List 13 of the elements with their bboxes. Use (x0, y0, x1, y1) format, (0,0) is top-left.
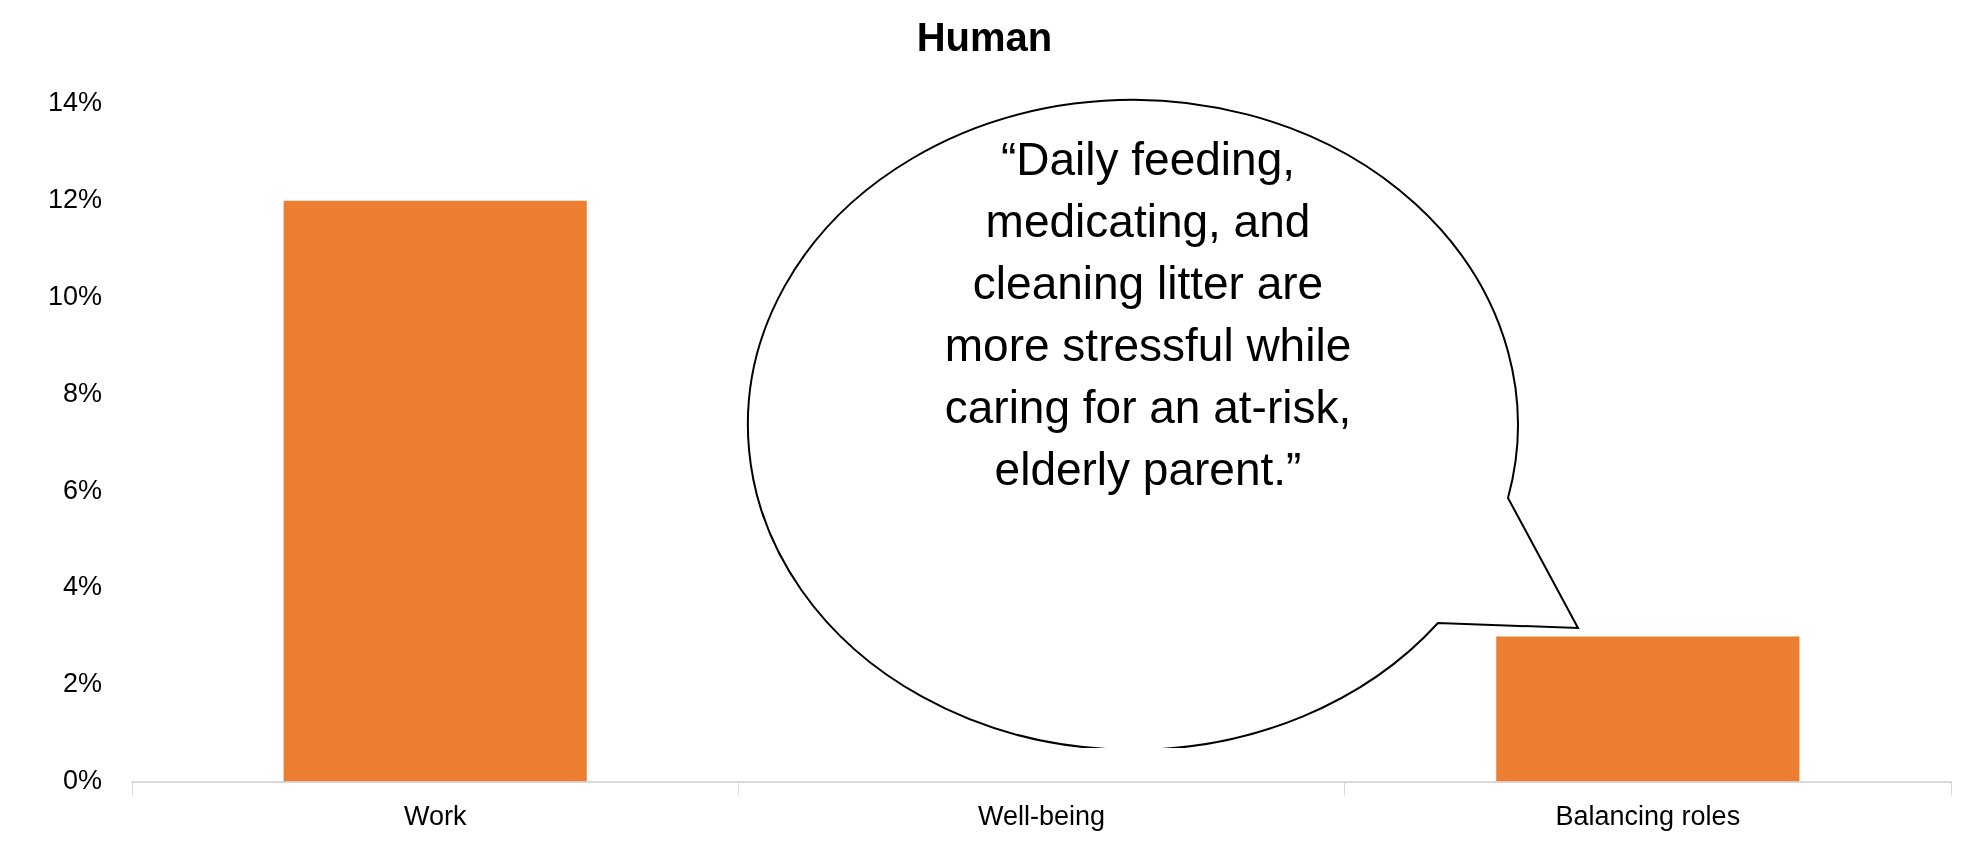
y-tick-label: 14% (47, 87, 103, 118)
y-tick-label: 6% (63, 474, 103, 505)
y-tick-label: 8% (63, 377, 103, 408)
y-tick-label: 10% (47, 281, 103, 312)
x-tick-label: Balancing roles (1555, 801, 1741, 832)
chart-title: Human (916, 15, 1053, 60)
x-tick-label: Work (403, 801, 467, 832)
x-tick-label: Well-being (977, 801, 1106, 832)
annotation: “Daily feeding, medicating, and cleaning litter are more stressful while caring for an at-risk, elderly parent.” (943, 132, 1353, 497)
y-tick-label: 4% (63, 571, 103, 602)
y-tick-label: 12% (47, 184, 103, 215)
y-tick-label: 2% (63, 668, 103, 699)
y-tick-label: 0% (63, 765, 103, 796)
